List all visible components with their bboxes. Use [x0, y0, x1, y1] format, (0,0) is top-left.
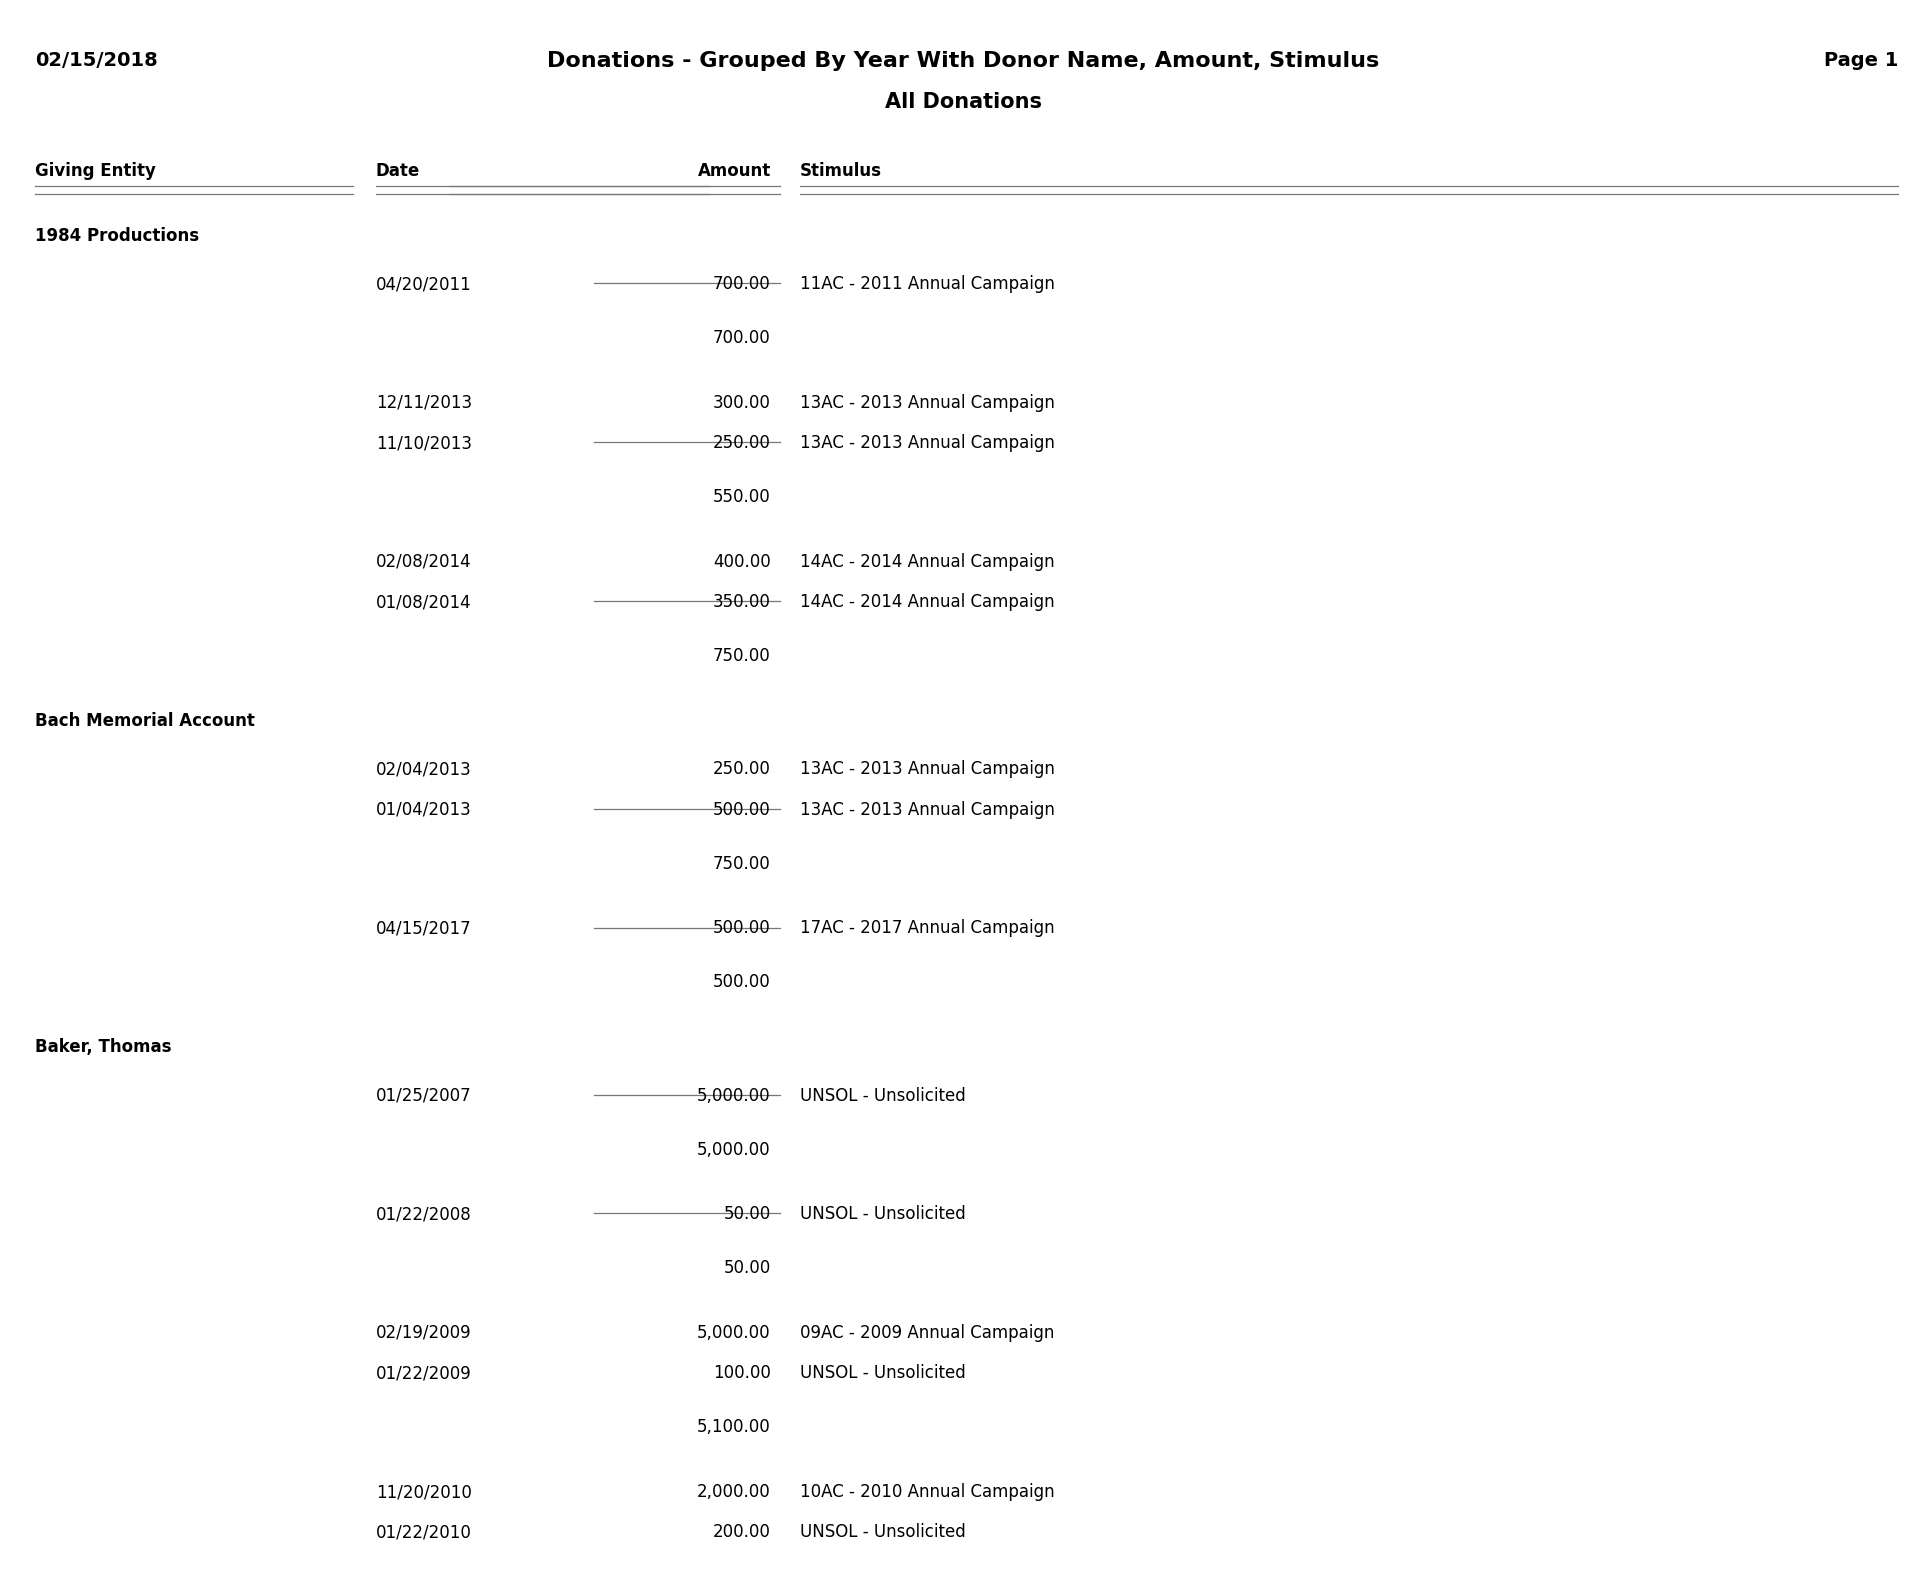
Text: 02/15/2018: 02/15/2018 [35, 52, 158, 71]
Text: 750.00: 750.00 [713, 648, 771, 665]
Text: 01/08/2014: 01/08/2014 [376, 593, 472, 612]
Text: 200.00: 200.00 [713, 1523, 771, 1542]
Text: 5,000.00: 5,000.00 [698, 1324, 771, 1342]
Text: 01/25/2007: 01/25/2007 [376, 1086, 472, 1105]
Text: 13AC - 2013 Annual Campaign: 13AC - 2013 Annual Campaign [800, 761, 1054, 778]
Text: 700.00: 700.00 [713, 275, 771, 292]
Text: 02/19/2009: 02/19/2009 [376, 1324, 472, 1342]
Text: 17AC - 2017 Annual Campaign: 17AC - 2017 Annual Campaign [800, 920, 1054, 937]
Text: 300.00: 300.00 [713, 393, 771, 412]
Text: 5,000.00: 5,000.00 [698, 1141, 771, 1159]
Text: 50.00: 50.00 [723, 1259, 771, 1276]
Text: Page 1: Page 1 [1823, 52, 1898, 71]
Text: 50.00: 50.00 [723, 1206, 771, 1223]
Text: 550.00: 550.00 [713, 487, 771, 506]
Text: 13AC - 2013 Annual Campaign: 13AC - 2013 Annual Campaign [800, 393, 1054, 412]
Text: Donations - Grouped By Year With Donor Name, Amount, Stimulus: Donations - Grouped By Year With Donor N… [547, 52, 1380, 71]
Text: 11/10/2013: 11/10/2013 [376, 434, 472, 453]
Text: Stimulus: Stimulus [800, 162, 883, 179]
Text: All Donations: All Donations [884, 91, 1043, 112]
Text: 14AC - 2014 Annual Campaign: 14AC - 2014 Annual Campaign [800, 553, 1054, 571]
Text: 5,100.00: 5,100.00 [698, 1418, 771, 1437]
Text: 700.00: 700.00 [713, 329, 771, 347]
Text: 350.00: 350.00 [713, 593, 771, 612]
Text: 02/08/2014: 02/08/2014 [376, 553, 472, 571]
Text: 10AC - 2010 Annual Campaign: 10AC - 2010 Annual Campaign [800, 1482, 1054, 1501]
Text: UNSOL - Unsolicited: UNSOL - Unsolicited [800, 1206, 965, 1223]
Text: 04/15/2017: 04/15/2017 [376, 920, 472, 937]
Text: Baker, Thomas: Baker, Thomas [35, 1038, 172, 1056]
Text: 11/20/2010: 11/20/2010 [376, 1482, 472, 1501]
Text: 5,000.00: 5,000.00 [698, 1086, 771, 1105]
Text: 13AC - 2013 Annual Campaign: 13AC - 2013 Annual Campaign [800, 800, 1054, 819]
Text: 09AC - 2009 Annual Campaign: 09AC - 2009 Annual Campaign [800, 1324, 1054, 1342]
Text: 01/22/2010: 01/22/2010 [376, 1523, 472, 1542]
Text: 500.00: 500.00 [713, 920, 771, 937]
Text: 400.00: 400.00 [713, 553, 771, 571]
Text: 250.00: 250.00 [713, 761, 771, 778]
Text: Date: Date [376, 162, 420, 179]
Text: 04/20/2011: 04/20/2011 [376, 275, 472, 292]
Text: UNSOL - Unsolicited: UNSOL - Unsolicited [800, 1364, 965, 1382]
Text: 13AC - 2013 Annual Campaign: 13AC - 2013 Annual Campaign [800, 434, 1054, 453]
Text: 500.00: 500.00 [713, 800, 771, 819]
Text: 12/11/2013: 12/11/2013 [376, 393, 472, 412]
Text: UNSOL - Unsolicited: UNSOL - Unsolicited [800, 1523, 965, 1542]
Text: UNSOL - Unsolicited: UNSOL - Unsolicited [800, 1086, 965, 1105]
Text: 500.00: 500.00 [713, 973, 771, 992]
Text: 01/04/2013: 01/04/2013 [376, 800, 472, 819]
Text: 14AC - 2014 Annual Campaign: 14AC - 2014 Annual Campaign [800, 593, 1054, 612]
Text: 250.00: 250.00 [713, 434, 771, 453]
Text: 750.00: 750.00 [713, 855, 771, 872]
Text: 1984 Productions: 1984 Productions [35, 226, 198, 245]
Text: 01/22/2009: 01/22/2009 [376, 1364, 472, 1382]
Text: Bach Memorial Account: Bach Memorial Account [35, 712, 254, 729]
Text: 100.00: 100.00 [713, 1364, 771, 1382]
Text: Giving Entity: Giving Entity [35, 162, 156, 179]
Text: Amount: Amount [698, 162, 771, 179]
Text: 02/04/2013: 02/04/2013 [376, 761, 472, 778]
Text: 2,000.00: 2,000.00 [698, 1482, 771, 1501]
Text: 11AC - 2011 Annual Campaign: 11AC - 2011 Annual Campaign [800, 275, 1054, 292]
Text: 01/22/2008: 01/22/2008 [376, 1206, 472, 1223]
